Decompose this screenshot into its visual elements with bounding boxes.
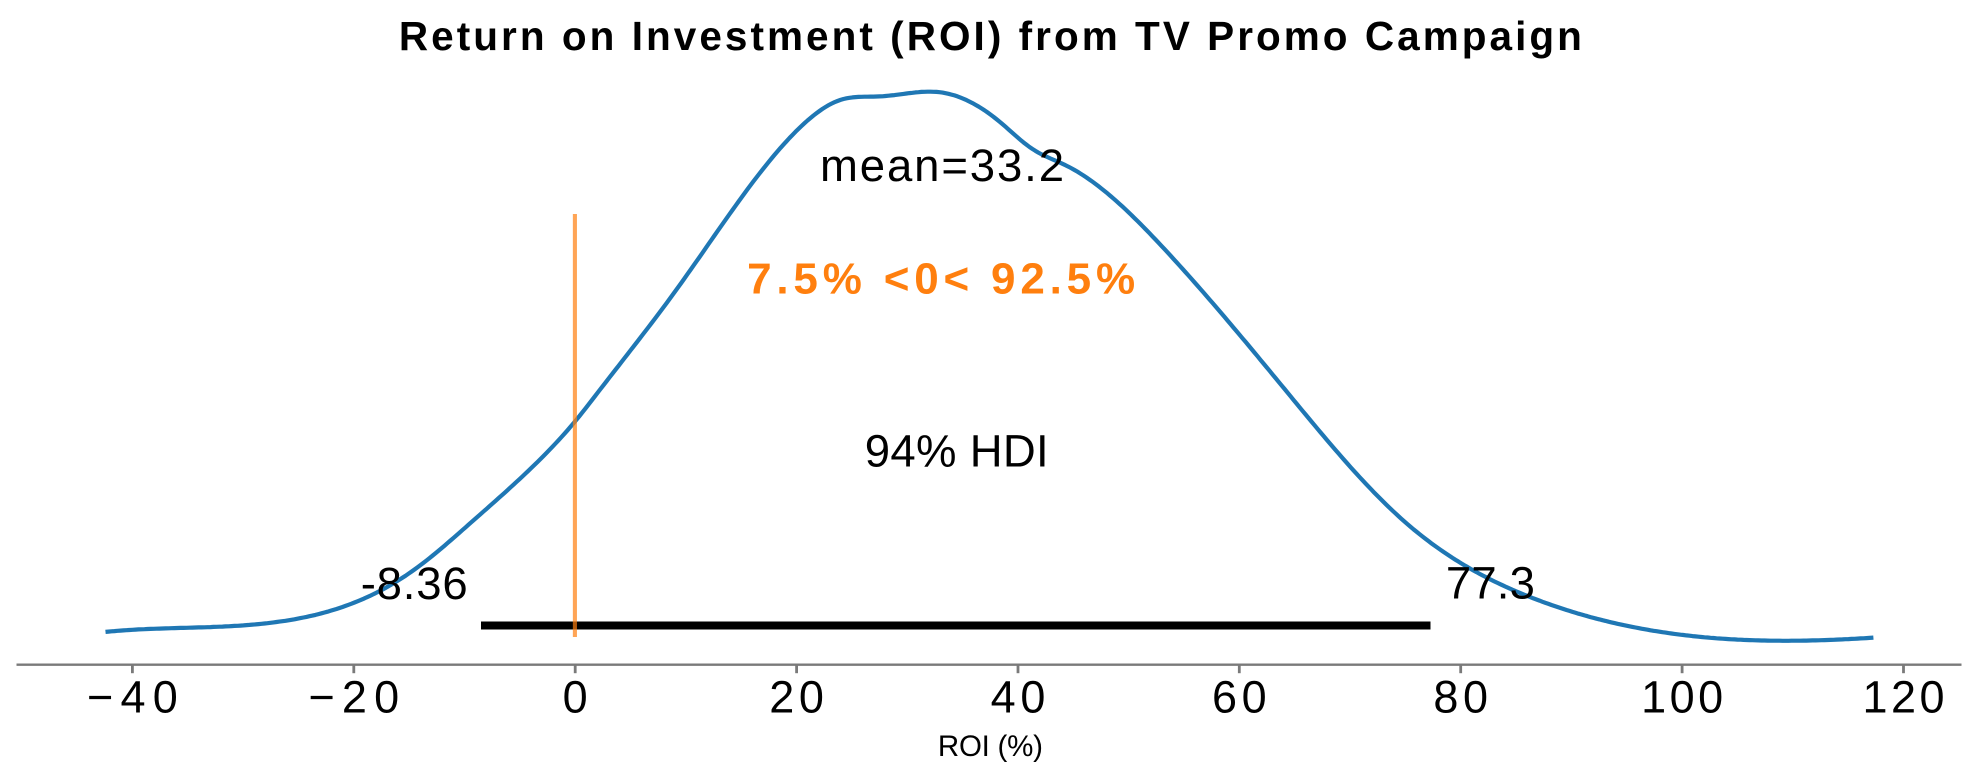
svg-text:mean=33.2: mean=33.2 (820, 140, 1064, 191)
svg-text:94% HDI: 94% HDI (865, 426, 1049, 477)
svg-text:100: 100 (1641, 672, 1723, 723)
svg-text:120: 120 (1863, 672, 1945, 723)
svg-text:ROI (%): ROI (%) (938, 730, 1043, 763)
svg-text:Return on Investment (ROI) fro: Return on Investment (ROI) from TV Promo… (399, 13, 1582, 59)
svg-text:77.3: 77.3 (1446, 557, 1535, 608)
svg-text:-8.36: -8.36 (361, 558, 468, 609)
svg-text:0: 0 (563, 672, 588, 723)
svg-text:−20: −20 (308, 672, 399, 723)
svg-text:−40: −40 (87, 672, 178, 723)
